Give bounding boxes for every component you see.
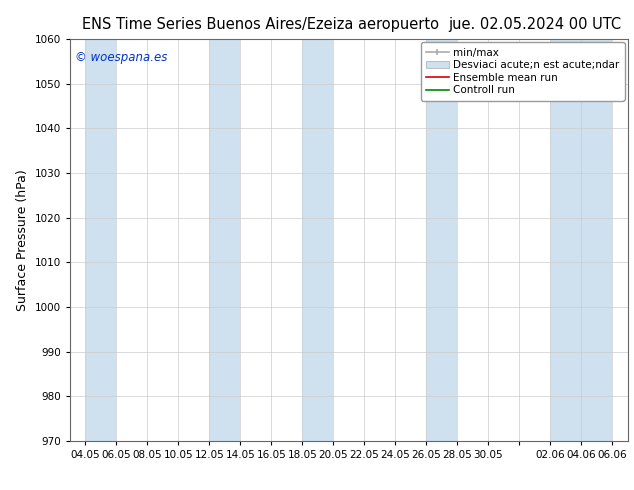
Text: © woespana.es: © woespana.es xyxy=(75,51,168,64)
Bar xyxy=(85,39,116,441)
Legend: min/max, Desviaci acute;n est acute;ndar, Ensemble mean run, Controll run: min/max, Desviaci acute;n est acute;ndar… xyxy=(421,42,624,100)
Y-axis label: Surface Pressure (hPa): Surface Pressure (hPa) xyxy=(16,169,29,311)
Bar xyxy=(550,39,612,441)
Text: jue. 02.05.2024 00 UTC: jue. 02.05.2024 00 UTC xyxy=(448,17,621,32)
Text: ENS Time Series Buenos Aires/Ezeiza aeropuerto: ENS Time Series Buenos Aires/Ezeiza aero… xyxy=(82,17,439,32)
Bar xyxy=(302,39,333,441)
Bar xyxy=(426,39,457,441)
Bar xyxy=(209,39,240,441)
